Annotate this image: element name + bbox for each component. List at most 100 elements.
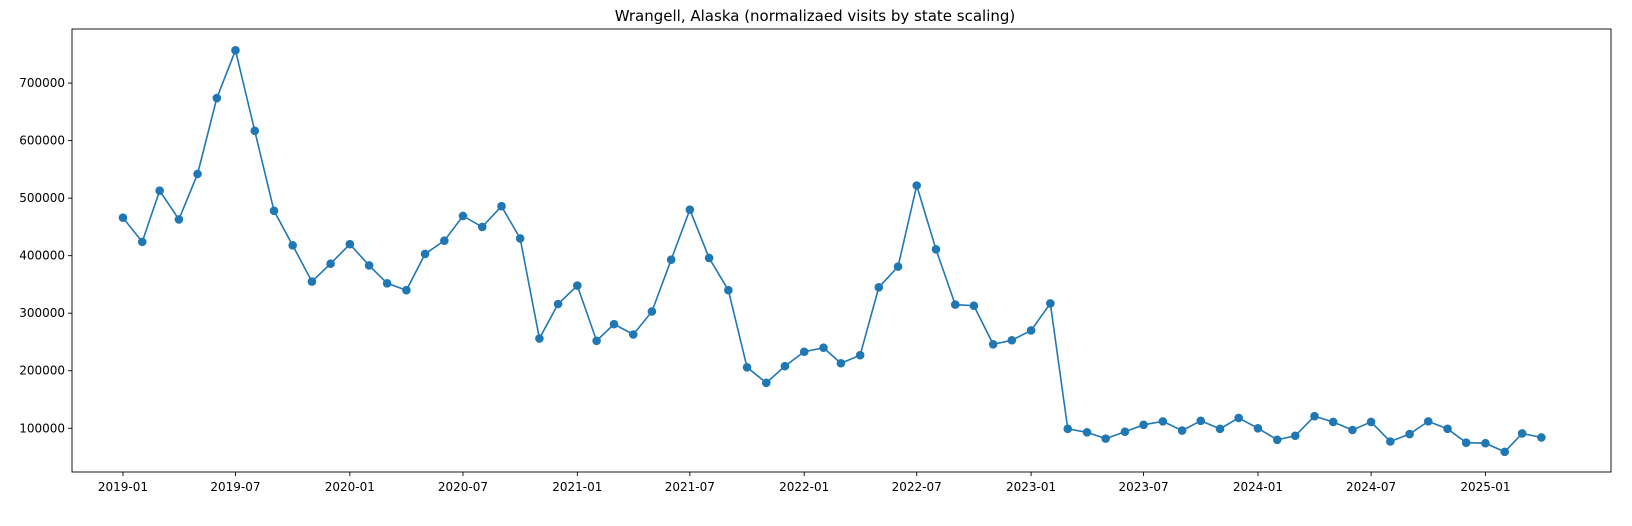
data-point xyxy=(988,339,998,349)
x-tick-label: 2021-01 xyxy=(552,480,602,494)
data-point xyxy=(1310,411,1319,421)
data-point xyxy=(420,249,430,259)
data-point xyxy=(647,307,657,316)
data-point xyxy=(458,211,468,221)
data-point xyxy=(1046,299,1055,308)
data-point xyxy=(1443,424,1452,434)
x-tick-label: 2024-01 xyxy=(1233,480,1283,494)
axes-frame xyxy=(71,28,1612,473)
data-point xyxy=(231,45,240,55)
data-point xyxy=(118,213,128,223)
data-point xyxy=(969,301,979,311)
data-point xyxy=(742,362,752,372)
y-tick-label: 100000 xyxy=(19,421,65,435)
data-point xyxy=(345,239,355,249)
data-point xyxy=(1215,424,1225,434)
data-point xyxy=(1423,417,1433,426)
data-point xyxy=(855,350,865,360)
x-axis: 2019-01 2019-07 2020-01 2020-07 2021-01 2021-… xyxy=(98,472,1511,494)
data-point xyxy=(609,319,619,329)
data-point xyxy=(724,285,733,295)
data-point xyxy=(477,222,487,232)
data-point xyxy=(535,334,544,343)
data-point xyxy=(440,236,449,246)
data-point xyxy=(1101,434,1110,443)
chart-title: Wrangell, Alaska (normalizaed visits by … xyxy=(615,7,1016,25)
data-point xyxy=(193,169,202,179)
x-tick-label: 2019-07 xyxy=(210,480,260,494)
data-point xyxy=(402,285,411,295)
data-point xyxy=(1500,447,1510,457)
data-point xyxy=(1158,417,1168,426)
data-point xyxy=(269,206,279,216)
data-point xyxy=(1386,437,1395,446)
data-point xyxy=(592,336,601,346)
data-point xyxy=(666,255,676,265)
data-point xyxy=(288,241,297,250)
data-point xyxy=(1405,429,1414,439)
data-point xyxy=(1196,416,1206,426)
data-point xyxy=(1290,431,1300,441)
series-visits xyxy=(118,45,1546,457)
data-point xyxy=(628,330,638,339)
data-point xyxy=(1026,326,1036,335)
data-point xyxy=(780,361,790,371)
data-point xyxy=(1253,423,1263,433)
data-point xyxy=(1139,420,1148,430)
x-tick-label: 2023-07 xyxy=(1119,480,1169,494)
data-point xyxy=(497,201,506,211)
data-point xyxy=(137,237,147,247)
data-point xyxy=(1063,424,1073,434)
x-tick-label: 2020-01 xyxy=(325,480,375,494)
data-point xyxy=(912,181,922,190)
data-point xyxy=(761,378,771,388)
data-point xyxy=(950,300,960,309)
y-tick-label: 500000 xyxy=(19,191,65,205)
data-point xyxy=(799,347,809,357)
data-point xyxy=(326,259,335,269)
y-axis: 100000 200000 300000 400000 500000 600000 7000… xyxy=(19,76,72,435)
data-point xyxy=(1537,433,1546,442)
y-tick-label: 700000 xyxy=(19,76,65,90)
data-point xyxy=(1177,426,1187,435)
data-point xyxy=(515,234,525,243)
data-point xyxy=(893,262,903,271)
data-point xyxy=(874,283,884,292)
data-point xyxy=(250,126,260,136)
y-tick-label: 400000 xyxy=(19,249,65,263)
x-tick-label: 2023-01 xyxy=(1006,480,1056,494)
x-tick-label: 2024-07 xyxy=(1346,480,1396,494)
x-tick-label: 2025-01 xyxy=(1460,480,1510,494)
x-tick-label: 2021-07 xyxy=(665,480,715,494)
data-point xyxy=(212,93,222,103)
data-point xyxy=(1366,417,1376,427)
data-point xyxy=(1120,427,1130,437)
data-point xyxy=(1481,438,1490,448)
plot-area-border xyxy=(71,28,1612,473)
data-point xyxy=(1007,335,1017,345)
data-point xyxy=(1517,429,1527,438)
y-tick-label: 200000 xyxy=(19,364,65,378)
data-point xyxy=(931,245,941,254)
data-point xyxy=(1234,413,1243,423)
data-point xyxy=(553,299,563,309)
data-point xyxy=(1328,417,1338,427)
data-point xyxy=(819,343,828,353)
x-tick-label: 2022-07 xyxy=(892,480,942,494)
data-point xyxy=(704,253,714,263)
series-line xyxy=(122,47,1542,453)
x-tick-label: 2020-07 xyxy=(438,480,488,494)
y-tick-label: 600000 xyxy=(19,134,65,148)
data-point xyxy=(364,261,374,270)
data-point xyxy=(1461,438,1471,447)
data-point xyxy=(307,277,317,286)
data-point xyxy=(573,281,582,290)
data-point xyxy=(836,358,846,368)
x-tick-label: 2022-01 xyxy=(779,480,829,494)
y-tick-label: 300000 xyxy=(19,306,65,320)
data-point xyxy=(1082,428,1092,437)
data-point xyxy=(155,186,164,195)
data-point xyxy=(1272,435,1282,445)
